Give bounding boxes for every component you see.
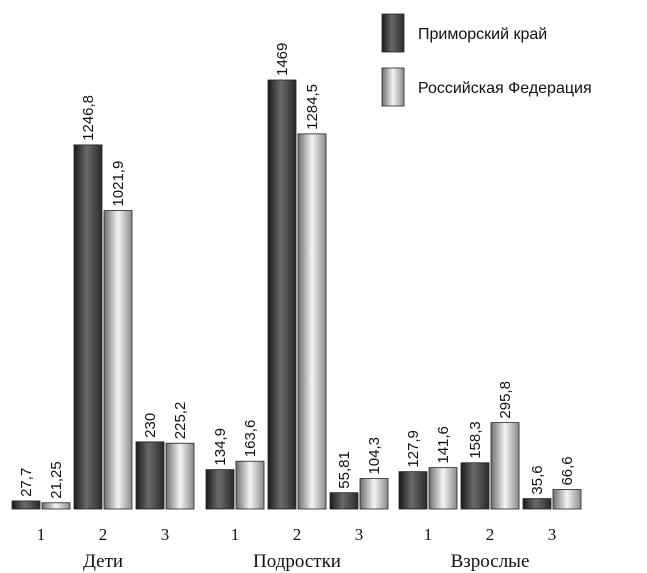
bar-2-3-2 [359,478,389,510]
labels-layer: 27,7 21,25 1 1246,8 1021,9 2 230 225,2 3 Дети 134,… [18,43,576,572]
data-label: 27,7 [18,468,35,497]
tick-label: 2 [486,525,495,544]
bar-2-2-1 [267,79,297,510]
group-label: Подростки [253,551,341,572]
tick-label: 1 [231,525,240,544]
bar-3-3-2 [552,489,582,510]
bar-3-3-1 [522,498,552,510]
bar-2-2-2 [297,133,327,510]
bar-1-2-2 [103,210,133,510]
data-label: 21,25 [48,461,65,499]
bar-3-1-2 [428,467,458,510]
data-label: 1469 [274,43,291,76]
data-label: 1021,9 [110,161,127,207]
bar-1-1-2 [41,502,71,510]
bar-1-3-1 [135,441,165,510]
tick-label: 3 [161,525,170,544]
tick-label: 2 [293,525,302,544]
bar-2-1-1 [205,469,235,510]
legend-swatch-2 [381,67,405,107]
bars-layer [11,79,582,510]
group-label: Дети [83,551,123,572]
data-label: 225,2 [172,402,189,440]
bar-2-1-2 [235,460,265,510]
data-label: 127,9 [405,430,422,468]
data-label: 134,9 [212,428,229,466]
bar-1-2-1 [73,144,103,510]
data-label: 55,81 [336,451,353,489]
tick-label: 2 [99,525,108,544]
legend-label-1: Приморский край [418,26,547,43]
tick-label: 3 [355,525,364,544]
legend-label-2: Российская Федерация [418,80,592,97]
data-label: 141,6 [435,426,452,464]
bar-3-1-1 [398,471,428,510]
legend-swatch-1 [381,13,405,53]
bar-3-2-1 [460,462,490,510]
data-label: 158,3 [467,421,484,459]
data-label: 66,6 [559,456,576,485]
data-label: 1284,5 [304,84,321,130]
bar-3-2-2 [490,422,520,510]
data-label: 35,6 [529,465,546,494]
data-label: 104,3 [366,437,383,475]
data-label: 1246,8 [80,95,97,141]
bar-1-1-1 [11,500,41,510]
group-label: Взрослые [451,551,530,572]
tick-label: 3 [548,525,557,544]
tick-label: 1 [37,525,46,544]
data-label: 295,8 [497,381,514,419]
legend: Приморский край Российская Федерация [381,13,592,107]
bar-2-3-1 [329,492,359,510]
data-label: 163,6 [242,420,259,458]
tick-label: 1 [424,525,433,544]
data-label: 230 [142,413,159,438]
bar-1-3-2 [165,442,195,510]
